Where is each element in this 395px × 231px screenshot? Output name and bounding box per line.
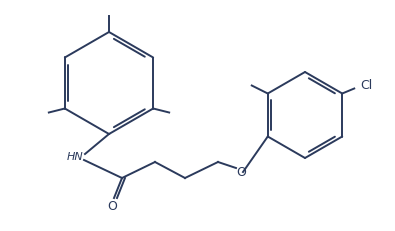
Text: O: O bbox=[107, 200, 117, 213]
Text: O: O bbox=[236, 167, 246, 179]
Text: Cl: Cl bbox=[360, 79, 372, 92]
Text: HN: HN bbox=[67, 152, 83, 162]
